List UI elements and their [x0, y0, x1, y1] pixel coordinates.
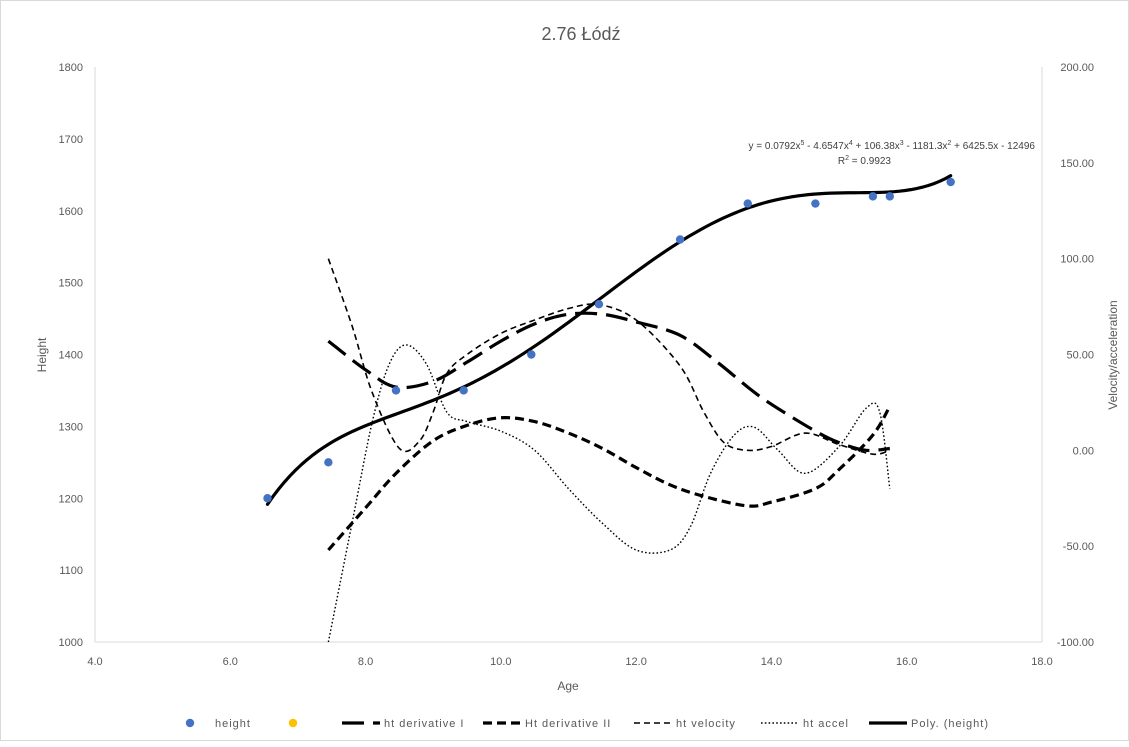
series-line-ht-derivative-i: [327, 311, 890, 453]
equation-part: + 106.38x: [853, 141, 900, 152]
x-tick-label: 12.0: [625, 656, 646, 668]
x-tick-label: 14.0: [761, 656, 782, 668]
y-tick-label: 1800: [59, 62, 83, 74]
y2-tick-label: 50.00: [1066, 350, 1094, 362]
equation-exponent: 4: [849, 140, 853, 147]
height-data-point: [324, 458, 333, 467]
y2-tick-label: 100.00: [1060, 254, 1094, 266]
equation-exponent: 2: [947, 140, 951, 147]
height-data-point: [946, 177, 955, 187]
axes: 4.0 6.0 8.0 10.0 12.0 14.0 16.0 18.0 1000 1100 120…: [59, 62, 1094, 668]
y2-tick-label: -50.00: [1063, 541, 1094, 553]
height-data-point: [675, 235, 685, 244]
y-tick-label: 1600: [59, 206, 83, 218]
legend-label-ht-derivative-i: ht derivative I: [384, 718, 464, 730]
y2-axis-title: Velocity/acceleration: [1106, 300, 1120, 409]
r-squared-part: = 0.9923: [849, 156, 891, 167]
height-data-point: [263, 494, 272, 503]
y-tick-label: 1200: [59, 493, 83, 505]
y-tick-label: 1400: [59, 350, 83, 362]
chart-title: 2.76 Łódź: [541, 24, 620, 44]
series-line-ht-velocity: [327, 258, 891, 456]
y2-tick-label: -100.00: [1057, 637, 1094, 649]
x-tick-label: 6.0: [223, 656, 238, 668]
plot-area: [263, 174, 955, 643]
legend: height ht derivative I Ht derivative II ht …: [185, 718, 989, 730]
height-data-point: [811, 199, 820, 208]
equation-part: - 1181.3x: [904, 141, 948, 152]
y-tick-label: 1000: [59, 637, 83, 649]
x-axis-title: Age: [557, 679, 579, 693]
legend-label-ht-accel: ht accel: [803, 718, 849, 730]
height-data-point: [594, 299, 604, 309]
y-tick-label: 1300: [59, 421, 83, 433]
y2-tick-label: 150.00: [1060, 158, 1094, 170]
trendline-r-squared: R2 = 0.9923: [838, 155, 892, 167]
x-tick-label: 10.0: [490, 656, 511, 668]
y2-tick-label: 0.00: [1073, 445, 1094, 457]
trendline-equation: y = 0.0792x5 - 4.6547x4 + 106.38x3 - 118…: [749, 140, 1036, 152]
height-data-point: [885, 192, 895, 201]
legend-label-ht-velocity: ht velocity: [676, 718, 736, 730]
legend-marker-height: [185, 718, 195, 728]
trendline-polynomial: [265, 174, 953, 506]
equation-part: + 6425.5x - 12496: [951, 141, 1035, 152]
legend-label-height: height: [215, 718, 251, 730]
equation-part: - 4.6547x: [804, 141, 848, 152]
y2-tick-label: 200.00: [1060, 62, 1094, 74]
x-tick-label: 8.0: [358, 656, 373, 668]
r-squared-part: R: [838, 156, 845, 167]
y-tick-label: 1500: [59, 278, 83, 290]
equation-exponent: 5: [800, 140, 804, 147]
height-data-point: [459, 386, 468, 395]
height-data-point: [527, 350, 536, 359]
legend-label-ht-derivative-ii: Ht derivative II: [525, 718, 611, 730]
equation-exponent: 3: [900, 140, 904, 147]
height-data-point: [868, 192, 878, 201]
legend-label-poly-height: Poly. (height): [911, 718, 989, 730]
x-tick-label: 18.0: [1031, 656, 1052, 668]
y-axis-title: Height: [35, 337, 49, 372]
x-tick-label: 16.0: [896, 656, 917, 668]
equation-part: y = 0.0792x: [749, 141, 801, 152]
height-data-point: [391, 386, 401, 395]
x-tick-label: 4.0: [87, 656, 102, 668]
legend-marker-unnamed-series: [288, 718, 298, 728]
height-data-point: [743, 199, 752, 208]
series-line-ht-derivative-ii: [327, 405, 892, 552]
y-tick-label: 1100: [59, 565, 83, 577]
y-tick-label: 1700: [59, 134, 83, 146]
r-squared-exponent: 2: [845, 155, 849, 162]
